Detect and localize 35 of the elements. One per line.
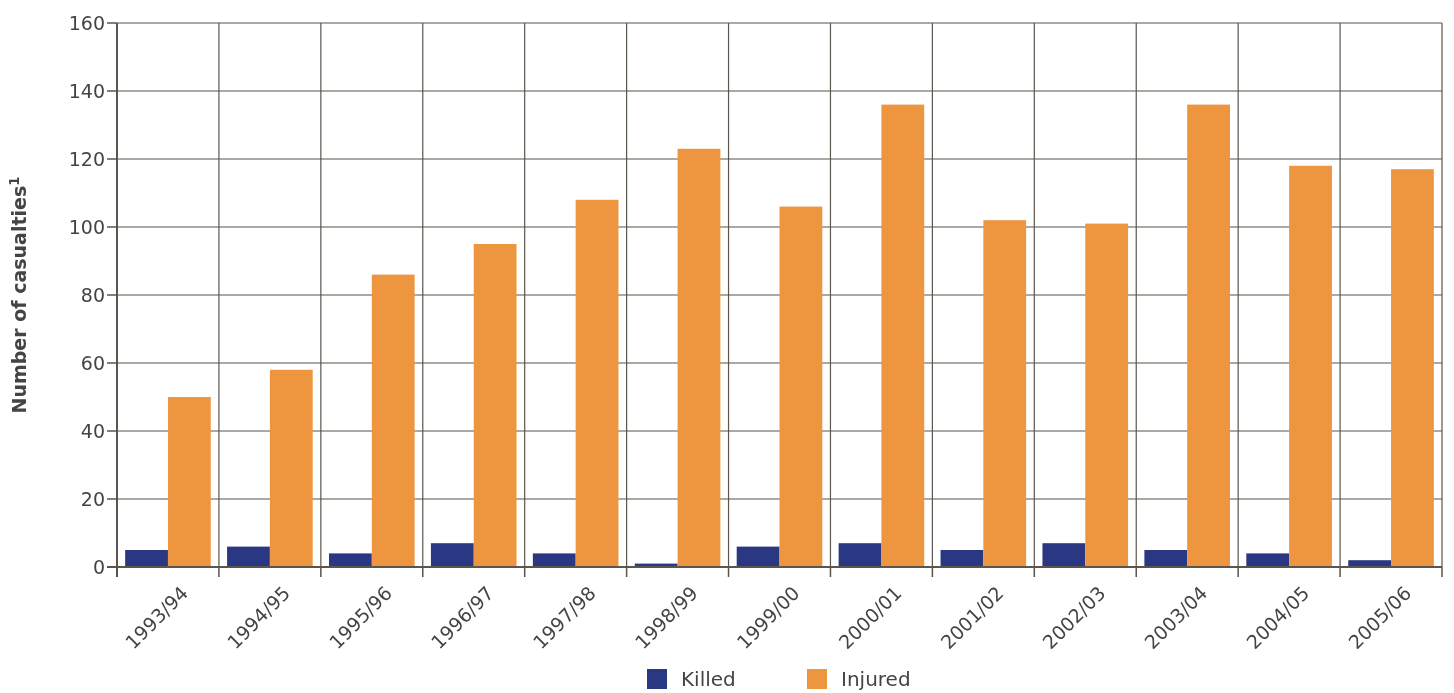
bar <box>167 397 211 567</box>
y-tick-label: 140 <box>68 79 105 102</box>
legend-label: Injured <box>841 667 911 691</box>
y-tick-label: 40 <box>80 419 105 442</box>
y-tick-label: 80 <box>80 283 105 306</box>
y-tick-label: 120 <box>68 147 105 170</box>
y-tick-label: 0 <box>92 555 105 578</box>
bar <box>430 543 474 567</box>
bar <box>1391 169 1434 567</box>
bar <box>838 543 882 567</box>
bar <box>1085 223 1129 567</box>
bar <box>371 274 415 567</box>
bar <box>1246 553 1290 567</box>
bar <box>779 206 823 567</box>
bar <box>227 546 270 567</box>
bar <box>1042 543 1086 567</box>
bar <box>940 550 984 567</box>
bar <box>1187 104 1230 567</box>
bar <box>125 550 168 567</box>
bar <box>881 104 925 567</box>
y-tick-label: 160 <box>68 11 105 34</box>
bar <box>329 553 372 567</box>
bar <box>1144 550 1188 567</box>
y-tick-label: 20 <box>80 487 105 510</box>
bar <box>1289 165 1332 567</box>
legend-label: Killed <box>681 667 736 691</box>
y-tick-label: 100 <box>68 215 105 238</box>
bar <box>677 148 721 567</box>
bar <box>983 220 1027 567</box>
y-tick-label: 60 <box>80 351 105 374</box>
bar <box>473 244 517 567</box>
bar <box>575 199 619 567</box>
bar <box>736 546 780 567</box>
bar <box>532 553 576 567</box>
bar <box>269 369 313 567</box>
